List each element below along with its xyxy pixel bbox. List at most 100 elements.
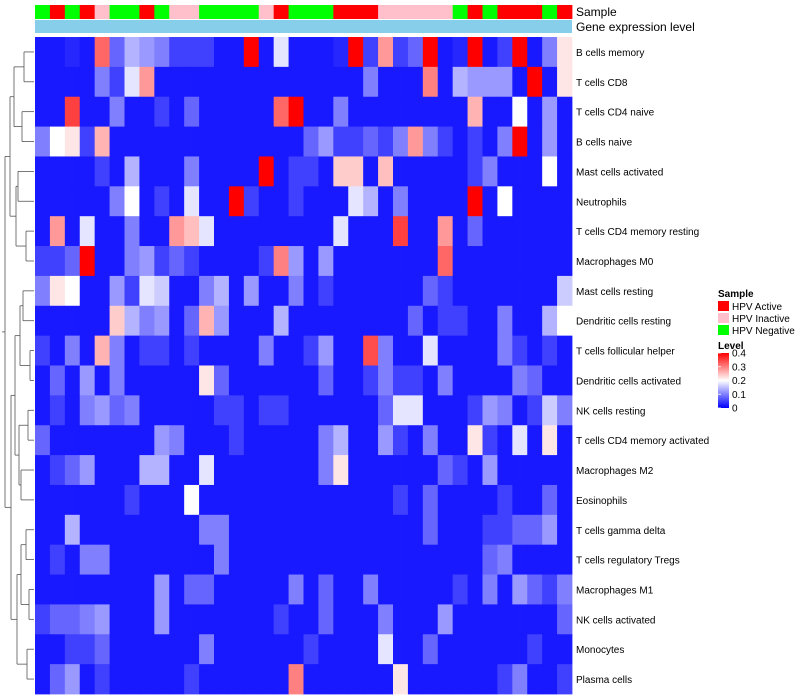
heatmap-cell [318,484,334,516]
heatmap-cell [64,365,81,396]
heatmap-cell [35,664,51,695]
sample-cell [258,5,275,19]
sample-cell [333,5,349,19]
heatmap-cell [393,634,409,665]
heatmap-cell [363,186,379,217]
heatmap-cell [228,365,245,396]
heatmap-cell [318,664,334,695]
heatmap-cell [169,455,185,486]
heatmap-cell [482,455,498,486]
heatmap-cell [288,246,304,277]
heatmap-cell [527,455,543,486]
heatmap-cell [35,484,51,516]
heatmap-cell [363,634,379,665]
heatmap-cell [169,484,185,516]
heatmap-cell [124,395,140,426]
heatmap-cell [303,246,319,277]
heatmap-cell [64,156,81,187]
heatmap-cell [333,246,349,277]
heatmap-cell [243,395,260,426]
heatmap-cell [542,66,558,98]
heatmap-cell [378,216,394,247]
heatmap-cell [214,395,230,426]
heatmap-cell [393,126,409,157]
heatmap-cell [49,96,66,127]
heatmap-cell [94,365,110,396]
heatmap-cell [214,216,230,247]
heatmap-cell [512,305,528,337]
heatmap-cell [422,275,439,307]
heatmap-cell [557,455,573,486]
heatmap-cell [64,96,81,127]
heatmap-cell [437,514,454,546]
heatmap-cell [258,544,275,575]
heatmap-cell [497,216,513,247]
heatmap-cell [214,156,230,187]
heatmap-cell [363,514,379,546]
heatmap-cell [437,365,454,396]
row-label: Plasma cells [576,675,632,686]
heatmap-cell [318,186,334,217]
heatmap-cell [407,574,424,605]
level-tick-label: 0.2 [732,376,746,387]
heatmap-cell [482,275,498,307]
heatmap-cell [512,664,528,695]
heatmap-cell [139,335,155,366]
heatmap-cell [348,425,364,456]
heatmap-cell [35,126,51,157]
heatmap-cell [452,335,468,366]
heatmap-cell [303,634,319,665]
heatmap-cell [482,395,498,426]
heatmap-cell [64,216,81,247]
heatmap-cell [348,395,364,426]
heatmap-cell [169,186,185,217]
heatmap-cell [557,246,573,277]
heatmap-cell [527,37,543,68]
heatmap-cell [482,305,498,337]
heatmap-cell [109,156,125,187]
heatmap-cell [273,186,289,217]
heatmap-cell [109,484,125,516]
heatmap-cell [422,425,439,456]
heatmap-cell [348,604,364,635]
heatmap-cell [467,395,483,426]
heatmap-cell [393,484,409,516]
heatmap-cell [35,365,51,396]
heatmap-cell [258,66,275,98]
heatmap-cell [422,634,439,665]
heatmap-cell [303,455,319,486]
heatmap-cell [318,37,334,68]
heatmap-cell [378,275,394,307]
heatmap-cell [363,275,379,307]
heatmap-cell [348,514,364,546]
heatmap-cell [94,246,110,277]
heatmap-cell [184,156,200,187]
heatmap-cell [258,514,275,546]
heatmap-cell [169,514,185,546]
heatmap-cell [79,544,96,575]
heatmap-cell [64,425,81,456]
heatmap-cell [273,305,289,337]
heatmap-cell [258,574,275,605]
heatmap-cell [348,335,364,366]
sample-cell [557,5,573,19]
heatmap-cell [348,275,364,307]
heatmap-cell [109,664,125,695]
heatmap-cell [378,664,394,695]
heatmap-cell [512,634,528,665]
level-legend-title: Level [718,341,744,352]
heatmap-cell [378,96,394,127]
heatmap-cell [318,425,334,456]
heatmap-cell [557,156,573,187]
heatmap-cell [228,37,245,68]
heatmap-cell [393,275,409,307]
heatmap-cell [199,246,215,277]
heatmap-cell [184,305,200,337]
row-label: NK cells resting [576,406,645,417]
heatmap-cell [49,574,66,605]
heatmap-cell [228,664,245,695]
heatmap-cell [258,634,275,665]
heatmap-cell [348,484,364,516]
heatmap-cell [497,484,513,516]
heatmap-cell [273,574,289,605]
